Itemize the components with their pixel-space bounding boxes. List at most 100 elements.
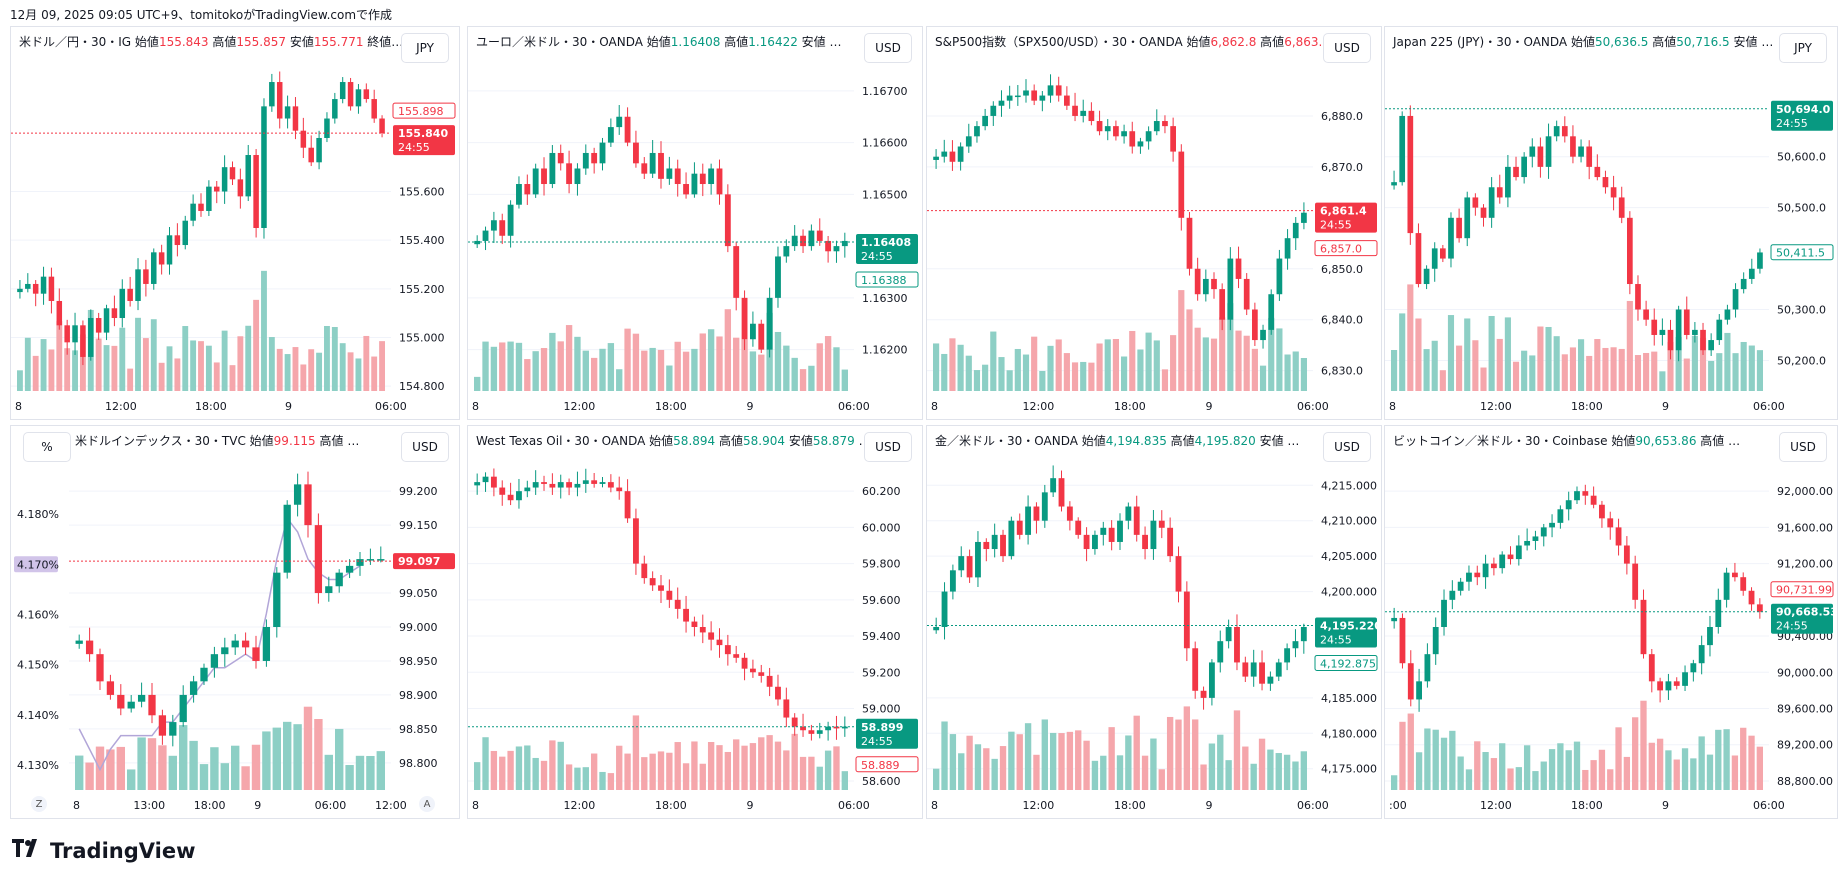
currency-button[interactable]: JPY <box>401 33 449 63</box>
volume-bar <box>540 760 548 790</box>
chart-title[interactable]: ユーロ／米ドル・30・OANDA 始値1.16408 高値1.16422 安値 … <box>476 33 842 50</box>
currency-button[interactable]: USD <box>1323 33 1371 63</box>
y-tick-label: 4,180.000 <box>1321 727 1377 740</box>
volume-bar <box>150 319 157 391</box>
candle-body <box>1623 545 1630 564</box>
candle-body <box>966 556 973 578</box>
currency-button[interactable]: JPY <box>1779 33 1827 63</box>
y-tick-label: 98.900 <box>399 689 438 702</box>
currency-button[interactable]: USD <box>401 432 449 462</box>
chart-canvas[interactable]: 50,600.0 50,500.0 50,300.0 50,200.0 8 12:00 18… <box>1385 27 1837 419</box>
volume-bar <box>1259 365 1267 391</box>
chart-panel[interactable]: 155.600 155.400 155.200 155.000 154.800 8 12:0… <box>10 26 460 420</box>
candle-body <box>96 654 104 682</box>
x-tick-label: 9 <box>1206 799 1213 812</box>
x-tick-label: 06:00 <box>1753 400 1785 413</box>
volume-bar <box>774 331 782 391</box>
volume-bar <box>231 745 240 790</box>
chart-title[interactable]: 米ドル／円・30・IG 始値155.843 高値155.857 安値155.77… <box>19 33 403 50</box>
volume-bar <box>1708 360 1715 391</box>
y-tick-label: 6,880.0 <box>1321 110 1363 123</box>
currency-button[interactable]: USD <box>864 33 912 63</box>
volume-bar <box>40 339 47 391</box>
volume-bar <box>758 737 765 790</box>
chart-title[interactable]: 米ドルインデックス・30・TVC 始値99.115 高値 … <box>75 432 359 449</box>
volume-bar <box>791 357 798 391</box>
volume-bar <box>1243 335 1250 391</box>
candle-body <box>1615 527 1622 546</box>
zoom-button[interactable]: Z <box>31 796 47 812</box>
candle-body <box>499 220 506 236</box>
volume-bar <box>1424 728 1431 790</box>
candle-body <box>683 608 689 622</box>
chart-panel[interactable]: 50,600.0 50,500.0 50,300.0 50,200.0 8 12:00 18… <box>1384 26 1838 420</box>
volume-bar <box>799 756 807 790</box>
chart-title[interactable]: ビットコイン／米ドル・30・Coinbase 始値90,653.86 高値 … <box>1393 432 1740 449</box>
chart-canvas[interactable]: 1.16700 1.16600 1.16500 1.16300 1.16200 8 12:0… <box>468 27 922 419</box>
volume-bar <box>774 741 782 790</box>
volume-bar <box>1732 353 1739 391</box>
percent-scale-button[interactable]: % <box>23 432 71 462</box>
volume-bar <box>674 341 681 391</box>
volume-bar <box>1602 347 1609 391</box>
x-tick-label: 18:00 <box>1571 799 1603 812</box>
candle-body <box>182 220 189 246</box>
volume-bar <box>1039 370 1046 391</box>
chart-panel[interactable]: 4,215.000 4,210.000 4,205.000 4,200.000 4,18… <box>926 425 1382 819</box>
chart-title[interactable]: S&P500指数（SPX500/USD）・30・OANDA 始値6,862.8 … <box>935 33 1346 50</box>
tradingview-brand[interactable]: TradingView <box>12 838 195 863</box>
currency-button[interactable]: USD <box>1323 432 1371 462</box>
chart-title[interactable]: Japan 225 (JPY)・30・OANDA 始値50,636.5 高値50… <box>1393 33 1773 50</box>
volume-bar <box>1100 755 1107 790</box>
chart-canvas[interactable]: 60.200 60.000 59.800 59.600 59.400 59.200 59.0… <box>468 426 922 818</box>
volume-bar <box>205 345 212 391</box>
x-tick-label: 12:00 <box>564 799 596 812</box>
candle-body <box>482 476 489 483</box>
chart-canvas[interactable]: 6,880.0 6,870.0 6,850.0 6,840.0 6,830.0 8 12:0… <box>927 27 1381 419</box>
candle-body <box>379 118 385 134</box>
candle-body <box>1594 166 1601 178</box>
candle-body <box>1700 329 1706 351</box>
chart-canvas[interactable]: 92,000.0091,600.0091,200.0090,400.0090,0… <box>1385 426 1837 818</box>
volume-bar <box>1125 735 1132 790</box>
volume-bar <box>1651 351 1658 391</box>
volume-bar <box>324 325 330 391</box>
volume-bar <box>716 745 723 790</box>
volume-bar <box>1449 730 1456 790</box>
chart-canvas[interactable]: 155.600 155.400 155.200 155.000 154.800 8 12:0… <box>11 27 459 419</box>
candle-body <box>1041 492 1048 521</box>
candle-body <box>1515 545 1522 560</box>
title-title-prefix: 米ドルインデックス・30・TVC <box>75 434 246 448</box>
chart-title[interactable]: West Texas Oil・30・OANDA 始値58.894 高値58.90… <box>476 432 871 449</box>
chart-panel[interactable]: 92,000.00 91,600.00 91,200.00 90,400.00 90,0… <box>1384 425 1838 819</box>
volume-bar <box>1681 748 1689 790</box>
candle-body <box>1129 131 1136 147</box>
chart-canvas[interactable]: 99.200 99.150 99.050 99.000 98.950 98.900 98.8… <box>11 426 459 818</box>
volume-bar <box>1748 735 1755 790</box>
volume-bar <box>1250 763 1257 790</box>
chart-panel[interactable]: 99.200 99.150 99.050 99.000 98.950 98.900 98.8… <box>10 425 460 819</box>
candle-body <box>1192 648 1199 691</box>
y-tick-label: 4,205.000 <box>1321 550 1377 563</box>
chart-panel[interactable]: 1.16700 1.16600 1.16500 1.16300 1.16200 8 12:0… <box>467 26 923 420</box>
volume-bar <box>1186 309 1193 391</box>
chart-panel[interactable]: 6,880.0 6,870.0 6,850.0 6,840.0 6,830.0 8 12:0… <box>926 26 1382 420</box>
snapshot-caption: 12月 09, 2025 09:05 UTC+9、tomitokoがTradin… <box>10 8 393 22</box>
candle-body <box>1267 676 1274 684</box>
chart-canvas[interactable]: 4,215.000 4,210.000 4,205.000 4,200.000 4,18… <box>927 426 1381 818</box>
volume-bar <box>116 746 125 790</box>
currency-button[interactable]: USD <box>1779 432 1827 462</box>
candle-body <box>1757 252 1763 269</box>
title-high-label: 高値 <box>715 434 743 448</box>
candle-body <box>1708 340 1714 351</box>
chart-panel[interactable]: 60.200 60.000 59.800 59.600 59.400 59.200 59.0… <box>467 425 923 819</box>
candle-body <box>1039 95 1046 101</box>
auto-scale-button[interactable]: A <box>419 796 435 812</box>
volume-bar <box>957 344 964 391</box>
chart-title[interactable]: 金／米ドル・30・OANDA 始値4,194.835 高値4,195.820 安… <box>935 432 1299 449</box>
volume-bar <box>1626 300 1633 391</box>
candle-body <box>1496 187 1503 198</box>
currency-button[interactable]: USD <box>864 432 912 462</box>
left-tick-label: 4.160% <box>17 608 59 621</box>
candle-body <box>356 559 364 566</box>
